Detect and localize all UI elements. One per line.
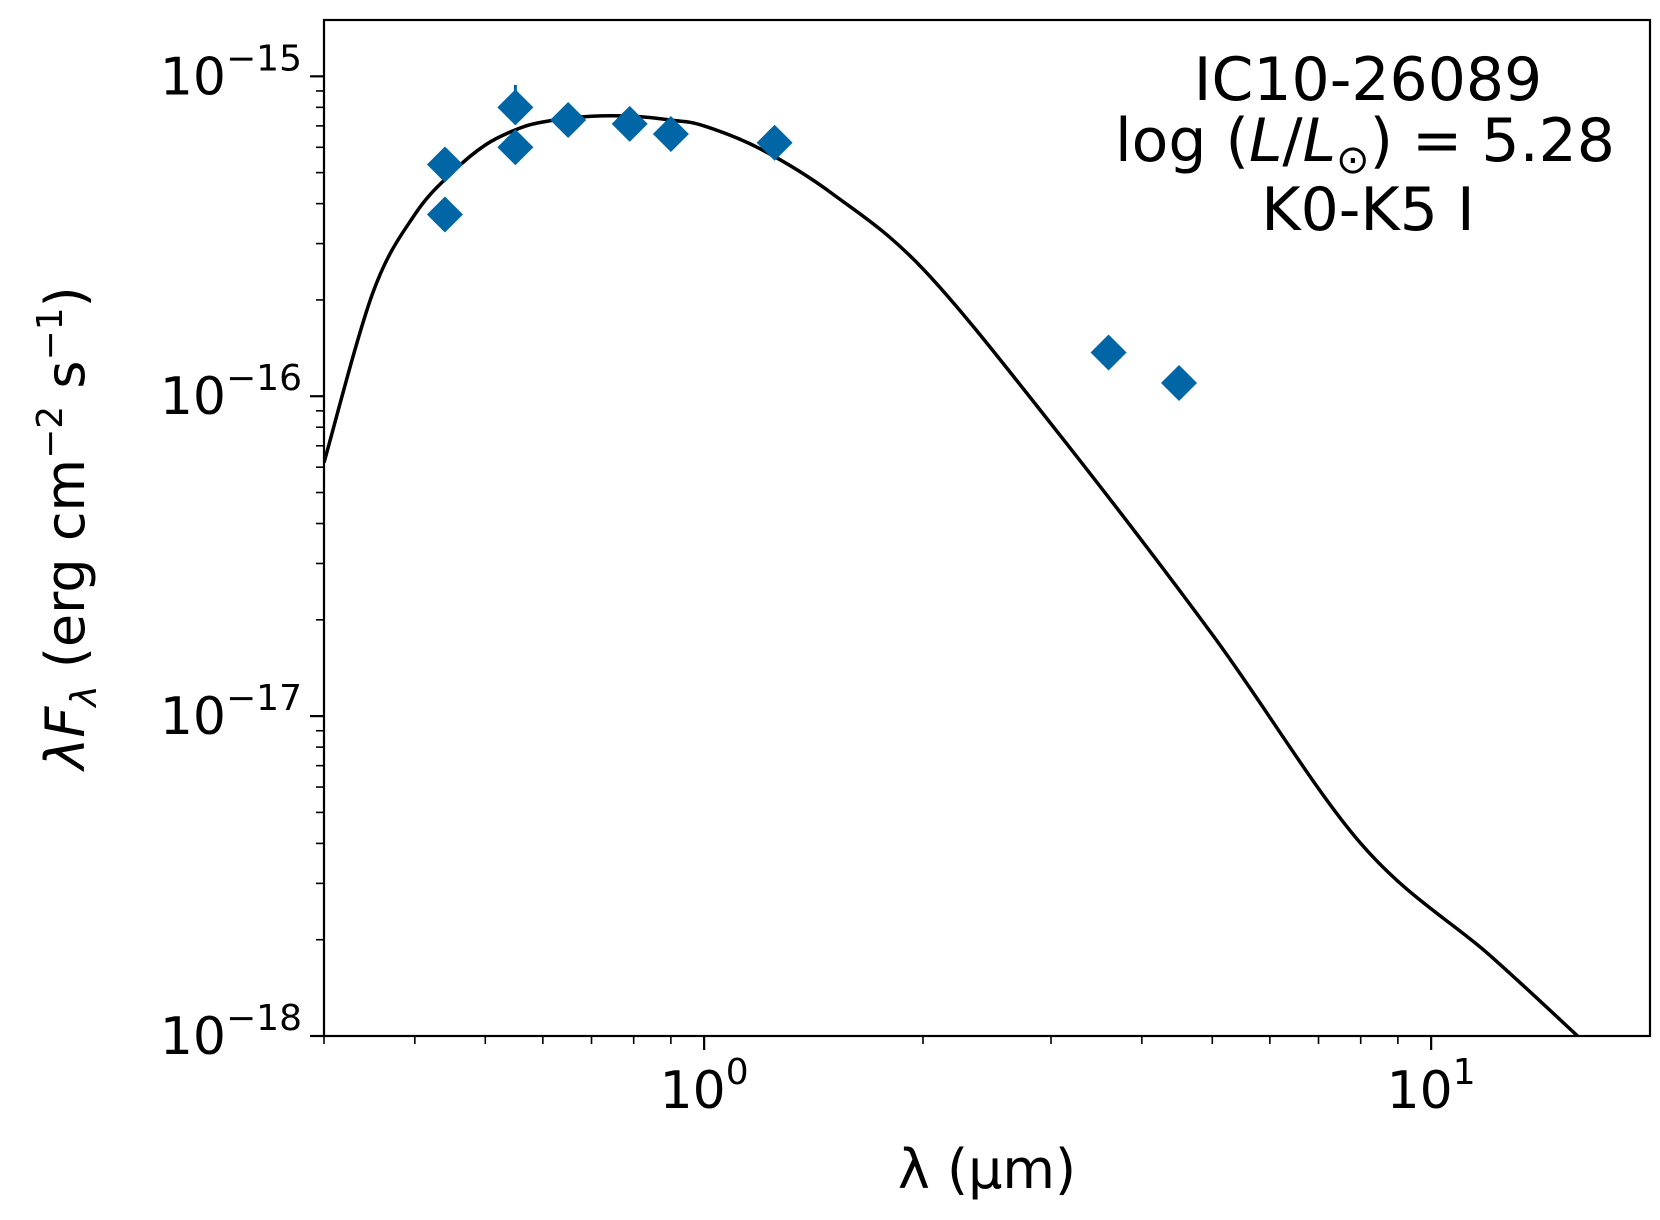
annotation-block: IC10-26089 log (L/L⊙) = 5.28 K0-K5 I bbox=[1115, 45, 1615, 245]
x-tick-label: 101 bbox=[1387, 1052, 1476, 1121]
x-tick-label: 100 bbox=[660, 1052, 749, 1121]
luminosity-label: log (L/L⊙) = 5.28 bbox=[1115, 106, 1615, 183]
data-point bbox=[426, 196, 463, 233]
data-point bbox=[550, 102, 587, 139]
plot-frame bbox=[322, 18, 1652, 1038]
minor-ticks bbox=[316, 90, 1399, 1044]
data-point bbox=[497, 89, 534, 126]
data-points bbox=[426, 84, 1198, 401]
x-axis-label: λ (μm) bbox=[898, 1138, 1076, 1201]
data-point bbox=[652, 116, 689, 153]
data-point bbox=[611, 105, 648, 142]
tick-labels: 100 101 10−15 10−16 10−17 10−18 bbox=[160, 38, 1476, 1121]
y-tick-label: 10−18 bbox=[160, 998, 302, 1067]
data-point bbox=[1090, 334, 1127, 371]
y-axis-label: λFλ (erg cm−2 s−1) bbox=[30, 286, 105, 772]
data-point bbox=[756, 124, 793, 161]
spectral-type: K0-K5 I bbox=[1261, 175, 1474, 245]
y-tick-label: 10−17 bbox=[160, 678, 302, 747]
data-point bbox=[426, 146, 463, 183]
star-name: IC10-26089 bbox=[1194, 45, 1542, 115]
data-point bbox=[1161, 364, 1198, 401]
y-tick-label: 10−15 bbox=[160, 38, 302, 107]
major-ticks bbox=[310, 75, 1433, 1050]
y-tick-label: 10−16 bbox=[160, 358, 302, 427]
data-point bbox=[497, 129, 534, 166]
